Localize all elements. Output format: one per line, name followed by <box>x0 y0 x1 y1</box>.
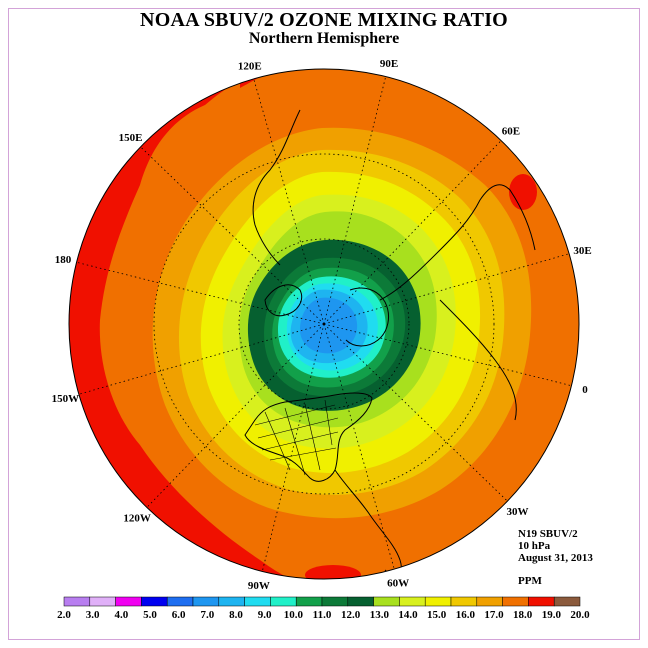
meridian-label: 60W <box>387 578 409 590</box>
meridian-line <box>146 323 325 508</box>
meridian-label: 180 <box>55 254 72 266</box>
colorbar-tick-label: 16.0 <box>456 609 476 621</box>
colorbar-swatch <box>244 596 271 607</box>
meridian-label: 90W <box>248 580 270 592</box>
meridian-line <box>323 323 508 502</box>
map-boundary <box>68 68 580 580</box>
colorbar-tick-label: 14.0 <box>398 609 418 621</box>
colorbar-tick-label: 19.0 <box>542 609 562 621</box>
colorbar-swatch <box>141 596 168 607</box>
contour-level-18-small <box>509 174 537 210</box>
asia-east-outline <box>252 109 301 266</box>
date-label: August 31, 2013 <box>518 552 593 564</box>
greenland-outline <box>345 287 389 347</box>
colorbar-tick-label: 18.0 <box>513 609 533 621</box>
colorbar-tick-label: 11.0 <box>313 609 332 621</box>
colorbar-swatch <box>373 596 400 607</box>
contour-level-18 <box>69 69 320 579</box>
meridian-line <box>323 76 387 325</box>
meridian-line <box>140 146 325 325</box>
colorbar-swatch <box>166 596 194 607</box>
map-subtitle: Northern Hemisphere <box>248 30 400 47</box>
colorbar-tick-label: 8.0 <box>229 609 243 621</box>
colorbar-tick-label: 6.0 <box>172 609 186 621</box>
meridian-label: 30E <box>573 245 591 257</box>
meridian-line <box>323 253 570 325</box>
colorbar-swatch <box>63 596 91 607</box>
colorbar-swatch <box>502 596 529 607</box>
colorbar-tick-label: 17.0 <box>484 609 504 621</box>
meridian-line <box>253 78 325 325</box>
instrument-label: N19 SBUV/2 <box>518 528 578 540</box>
colorbar-tick-label: 12.0 <box>341 609 361 621</box>
colorbar-tick-label: 20.0 <box>570 609 590 621</box>
pressure-level-label: 10 hPa <box>518 540 551 552</box>
meridian-label: 150E <box>119 132 143 144</box>
colorbar-swatch <box>321 596 349 607</box>
colorbar-tick-label: 3.0 <box>86 609 100 621</box>
contour-level-17b <box>128 80 240 510</box>
arctic-islands-outline <box>264 284 303 317</box>
ozone-contours <box>69 69 579 579</box>
colorbar-tick-label: 4.0 <box>114 609 128 621</box>
colorbar-swatch <box>424 596 452 607</box>
meridian-label: 90E <box>380 58 398 70</box>
colorbar-swatch <box>476 596 503 607</box>
meridian-label: 30W <box>507 506 529 518</box>
europe-asia-outline <box>379 184 536 301</box>
latitude-circle-30 <box>153 153 495 495</box>
graticule <box>76 76 572 572</box>
colorbar-tick-label: 7.0 <box>200 609 214 621</box>
colorbar-tick-label: 9.0 <box>258 609 272 621</box>
colorbar-swatch <box>528 596 555 607</box>
meridian-label: 150W <box>52 393 80 405</box>
meridian-line <box>261 323 325 572</box>
colorbar-swatch <box>270 596 297 607</box>
colorbar-swatch <box>450 596 478 607</box>
meridian-line <box>323 323 395 570</box>
latitude-circle-60 <box>238 238 410 410</box>
colorbar-tick-label: 2.0 <box>57 609 71 621</box>
meridian-line <box>76 261 325 325</box>
colorbar-swatch <box>218 596 245 607</box>
colorbar-swatch <box>553 596 581 607</box>
colorbar-tick-label: 15.0 <box>427 609 447 621</box>
colorbar-tick-label: 5.0 <box>143 609 157 621</box>
colorbar-tick-label: 10.0 <box>284 609 304 621</box>
contour-level-18-south <box>305 565 361 579</box>
meridian-label: 120W <box>123 513 151 525</box>
colorbar: 2.0 3.0 4.0 5.0 6.0 7.0 8.0 9.0 10.0 11.0 12.0 13.0… <box>57 596 590 621</box>
north-america-outline <box>244 392 373 482</box>
colorbar-tick-label: 13.0 <box>370 609 390 621</box>
meridian-label: 120E <box>238 60 262 72</box>
units-label: PPM <box>518 575 542 587</box>
colorbar-swatch <box>399 596 426 607</box>
meridian-line <box>323 140 502 325</box>
meridian-label: 0 <box>582 384 588 396</box>
africa-outline <box>439 299 517 421</box>
colorbar-swatch <box>347 596 374 607</box>
colorbar-swatch <box>115 596 142 607</box>
us-states-grid <box>254 399 339 476</box>
meridian-line <box>323 323 572 387</box>
meridian-label: 60E <box>502 125 520 137</box>
colorbar-swatch <box>89 596 116 607</box>
colorbar-swatch <box>295 596 323 607</box>
meridian-line <box>78 323 325 395</box>
colorbar-swatch <box>192 596 220 607</box>
map-title: NOAA SBUV/2 OZONE MIXING RATIO <box>140 9 508 31</box>
plot-frame <box>8 8 640 640</box>
meridian-labels: 90E 60E 30E 0 30W 60W 90W 120W 150W 180 150E 120E <box>52 58 592 592</box>
